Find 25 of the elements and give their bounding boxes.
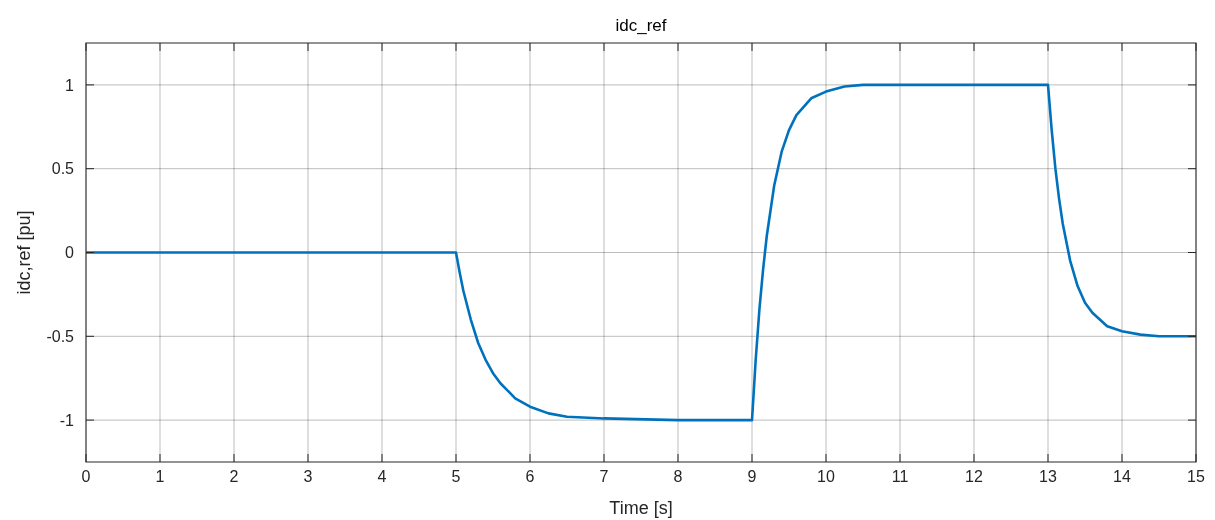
x-tick-label: 4 [377,468,387,485]
x-tick-label: 9 [747,468,757,485]
y-tick-label: -1 [59,411,75,429]
x-tick-label: 13 [1039,468,1057,485]
x-tick-label: 3 [303,468,313,485]
x-tick-label: 1 [155,468,165,485]
x-tick-label: 14 [1113,468,1131,485]
x-tick-label: 5 [451,468,461,485]
x-tick-label: 0 [81,468,91,485]
x-tick-label: 7 [599,468,609,485]
x-tick-label: 2 [229,468,239,485]
y-axis-title: idc,ref [pu] [14,210,34,295]
y-tick-label: 0.5 [51,160,75,178]
chart-title: idc_ref [615,16,667,35]
x-tick-label: 8 [673,468,683,485]
y-tick-label: 0 [65,244,75,262]
x-tick-label: 12 [965,468,983,485]
x-tick-label: 15 [1187,468,1205,485]
y-tick-label: -0.5 [46,327,75,345]
x-tick-label: 6 [525,468,535,485]
x-axis-title: Time [s] [609,498,673,518]
x-tick-label: 10 [817,468,835,485]
x-tick-label: 11 [891,468,909,485]
y-tick-label: 1 [65,76,75,94]
line-series [86,83,1196,422]
